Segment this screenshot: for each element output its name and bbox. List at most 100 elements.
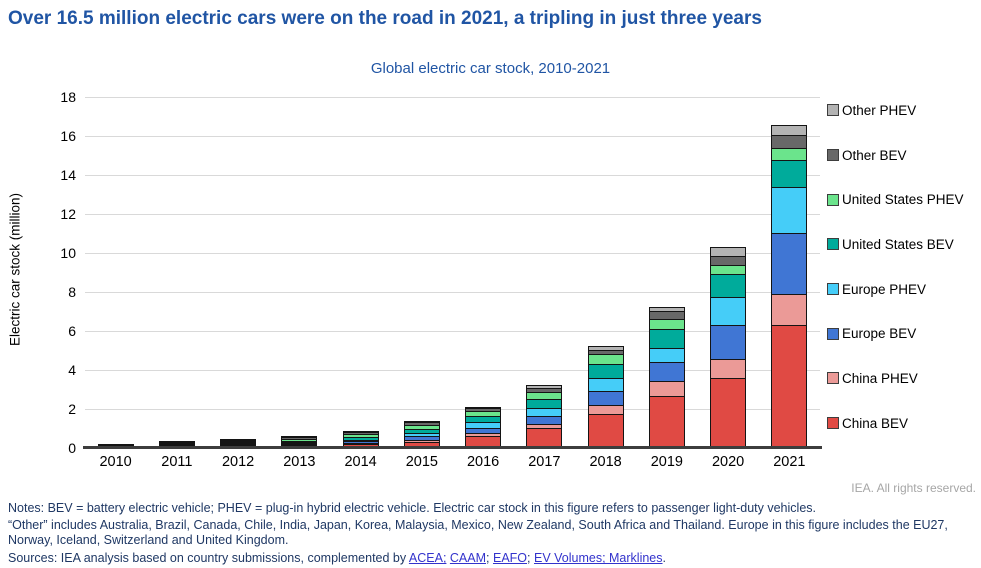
- bar-2017: [526, 385, 563, 448]
- x-tick-2019: 2019: [650, 454, 683, 470]
- chart-subtitle: Global electric car stock, 2010-2021: [370, 60, 611, 77]
- legend-label-other-bev: Other BEV: [842, 147, 907, 163]
- segment-china-phev-2013: [282, 445, 317, 447]
- bar-2020: [710, 247, 747, 448]
- segment-united-states-phev-2019: [649, 320, 684, 331]
- legend-swatch-china-phev: [827, 372, 839, 385]
- x-tick-2018: 2018: [589, 454, 622, 470]
- notes-line-2: “Other” includes Australia, Brazil, Cana…: [8, 517, 948, 547]
- source-link-acea[interactable]: ACEA;: [408, 551, 447, 566]
- legend-item-china-phev: China PHEV: [827, 356, 977, 401]
- segment-china-bev-2016: [466, 437, 501, 447]
- segment-united-states-bev-2016: [466, 417, 501, 424]
- segment-united-states-phev-2018: [588, 355, 623, 366]
- segment-europe-phev-2019: [649, 348, 684, 364]
- source-link-caam[interactable]: CAAM: [449, 551, 487, 566]
- y-tick-8: 8: [68, 284, 76, 300]
- segment-china-bev-2020: [711, 378, 746, 447]
- legend-item-united-states-phev: United States PHEV: [827, 177, 977, 222]
- segment-other-phev-2014: [343, 432, 378, 434]
- legend-swatch-europe-phev: [827, 283, 839, 296]
- segment-china-phev-2015: [404, 440, 439, 443]
- segment-other-bev-2013: [282, 438, 317, 440]
- segment-united-states-bev-2013: [282, 441, 317, 444]
- segment-europe-bev-2021: [772, 234, 807, 295]
- segment-europe-phev-2013: [282, 443, 317, 445]
- segment-china-phev-2020: [711, 360, 746, 379]
- y-tick-18: 18: [60, 89, 76, 105]
- segment-other-bev-2011: [159, 442, 194, 444]
- gridline-2: [85, 409, 820, 410]
- segment-china-bev-2015: [404, 442, 439, 447]
- bar-2019: [648, 306, 685, 448]
- segment-united-states-bev-2015: [404, 430, 439, 435]
- segment-other-phev-2018: [588, 346, 623, 351]
- segment-united-states-bev-2011: [159, 444, 194, 446]
- bar-2015: [403, 421, 440, 448]
- bar-stack-2021: [771, 125, 808, 448]
- x-tick-2016: 2016: [466, 454, 500, 470]
- segment-europe-bev-2020: [711, 326, 746, 361]
- segment-china-phev-2018: [588, 406, 623, 415]
- segment-europe-phev-2012: [221, 444, 256, 446]
- gridline-14: [85, 175, 820, 176]
- bar-2016: [465, 407, 502, 448]
- gridline-18: [85, 97, 820, 98]
- segment-other-bev-2017: [527, 389, 562, 393]
- segment-china-phev-2014: [343, 444, 378, 446]
- segment-other-bev-2014: [343, 433, 378, 435]
- gridline-4: [85, 370, 820, 371]
- source-link-ev-volumes-marklines[interactable]: EV Volumes; Marklines: [533, 551, 663, 566]
- legend-label-china-phev: China PHEV: [842, 370, 918, 386]
- segment-europe-bev-2018: [588, 392, 623, 407]
- segment-china-bev-2018: [588, 414, 623, 447]
- bar-stack-2015: [403, 421, 440, 448]
- segment-europe-bev-2014: [343, 442, 378, 445]
- legend-label-united-states-bev: United States BEV: [842, 236, 954, 252]
- bar-stack-2018: [587, 345, 624, 448]
- sources-text: ;: [486, 551, 493, 566]
- segment-europe-phev-2018: [588, 378, 623, 393]
- legend-item-other-phev: Other PHEV: [827, 88, 977, 133]
- legend-swatch-united-states-phev: [827, 193, 839, 206]
- x-tick-2010: 2010: [99, 454, 132, 470]
- y-tick-14: 14: [60, 167, 76, 183]
- segment-other-bev-2012: [221, 441, 256, 443]
- segment-europe-bev-2013: [282, 444, 317, 446]
- sources-text: ;: [527, 551, 534, 566]
- x-tick-2011: 2011: [161, 454, 193, 470]
- y-tick-2: 2: [68, 401, 76, 417]
- segment-europe-bev-2017: [527, 416, 562, 425]
- segment-other-bev-2016: [466, 409, 501, 412]
- segment-united-states-bev-2020: [711, 275, 746, 298]
- segment-united-states-phev-2016: [466, 411, 501, 418]
- footnotes: Notes: BEV = battery electric vehicle; P…: [8, 501, 974, 568]
- segment-united-states-bev-2012: [221, 443, 256, 445]
- legend-item-china-bev: China BEV: [827, 401, 977, 446]
- legend-label-united-states-phev: United States PHEV: [842, 192, 964, 208]
- x-tick-2020: 2020: [711, 454, 745, 470]
- segment-united-states-phev-2021: [772, 148, 807, 162]
- segment-europe-bev-2019: [649, 363, 684, 382]
- segment-other-phev-2020: [711, 248, 746, 257]
- legend-swatch-europe-bev: [827, 327, 839, 340]
- legend-item-other-bev: Other BEV: [827, 133, 977, 178]
- segment-united-states-phev-2017: [527, 393, 562, 400]
- y-axis-ticks: 0 2 4 6 8 10 12 14 16 18: [0, 90, 76, 455]
- segment-united-states-bev-2018: [588, 365, 623, 379]
- segment-united-states-bev-2014: [343, 437, 378, 441]
- segment-united-states-phev-2015: [404, 426, 439, 431]
- y-tick-4: 4: [68, 362, 76, 378]
- legend-swatch-other-phev: [827, 104, 839, 117]
- x-tick-2012: 2012: [221, 454, 255, 470]
- plot-area: [85, 97, 820, 448]
- legend-swatch-other-bev: [827, 149, 839, 162]
- x-tick-2017: 2017: [528, 454, 561, 470]
- segment-other-bev-2015: [404, 423, 439, 427]
- segment-europe-bev-2015: [404, 437, 439, 441]
- source-link-eafo[interactable]: EAFO: [492, 551, 528, 566]
- segment-europe-phev-2017: [527, 408, 562, 417]
- segment-other-bev-2020: [711, 256, 746, 266]
- segment-other-phev-2013: [282, 437, 317, 439]
- x-tick-2014: 2014: [344, 454, 377, 470]
